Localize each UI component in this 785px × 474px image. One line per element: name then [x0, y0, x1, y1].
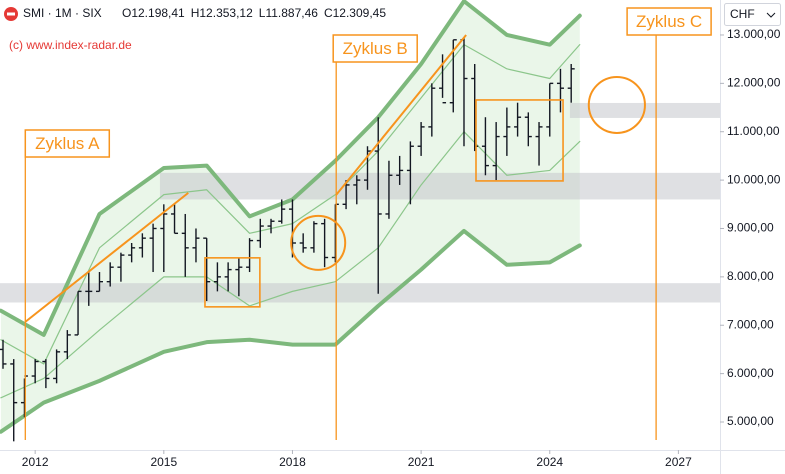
- ohlc-legend-value: L11.887,46: [259, 6, 318, 20]
- range-box: [475, 99, 564, 182]
- y-tick-label: 13.000,00: [727, 27, 781, 41]
- x-tick-label: 2015: [150, 455, 177, 469]
- ohlc-legend-value: C12.309,45: [324, 6, 386, 20]
- x-tick-label: 2018: [279, 455, 306, 469]
- cycle-label: Zyklus C: [636, 12, 702, 31]
- y-tick-label: 7.000,00: [727, 317, 774, 331]
- ohlc-legend-value: O12.198,41: [122, 6, 185, 20]
- outer-band-line: [0, 0, 582, 337]
- price-zone: [159, 172, 721, 200]
- symbol-title: SMI · 1M · SIX: [23, 6, 102, 20]
- y-tick-label: 11.000,00: [727, 124, 780, 138]
- x-tick-label: 2012: [22, 455, 49, 469]
- highlight-circle: [587, 75, 646, 134]
- band-fill: [0, 1, 580, 432]
- outer-band-line: [0, 228, 582, 434]
- y-tick-label: 5.000,00: [727, 414, 774, 428]
- price-zone: [0, 283, 720, 303]
- trend-line: [24, 192, 189, 323]
- currency-button[interactable]: [724, 3, 781, 26]
- inner-band-line: [0, 44, 581, 365]
- cycle-label-box: [24, 129, 111, 158]
- y-tick-label: 12.000,00: [727, 76, 781, 90]
- inner-band-line: [0, 131, 581, 399]
- highlight-circle: [290, 214, 347, 271]
- cycle-label-box: [626, 7, 712, 36]
- x-tick-label: 2021: [408, 455, 435, 469]
- x-tick-label: 2027: [665, 455, 692, 469]
- x-tick-label: 2024: [536, 455, 563, 469]
- range-box: [204, 257, 261, 308]
- cycle-label: Zyklus B: [343, 39, 408, 58]
- cycle-label-box: [332, 34, 418, 63]
- y-tick-label: 9.000,00: [727, 221, 774, 235]
- ohlc-legend-value: H12.353,12: [191, 6, 253, 20]
- y-tick-label: 6.000,00: [727, 366, 774, 380]
- y-tick-label: 8.000,00: [727, 269, 774, 283]
- plot-area: Zyklus A Zyklus B Zyklus C: [0, 0, 721, 442]
- cycle-label: Zyklus A: [35, 134, 100, 153]
- currency-label[interactable]: CHF: [730, 7, 755, 21]
- trend-line: [335, 34, 467, 196]
- symbol-logo-mark: [7, 12, 15, 16]
- y-tick-label: 10.000,00: [727, 172, 781, 186]
- currency-dropdown-arrow[interactable]: [766, 12, 776, 18]
- watermark: (c) www.index-radar.de: [9, 38, 132, 52]
